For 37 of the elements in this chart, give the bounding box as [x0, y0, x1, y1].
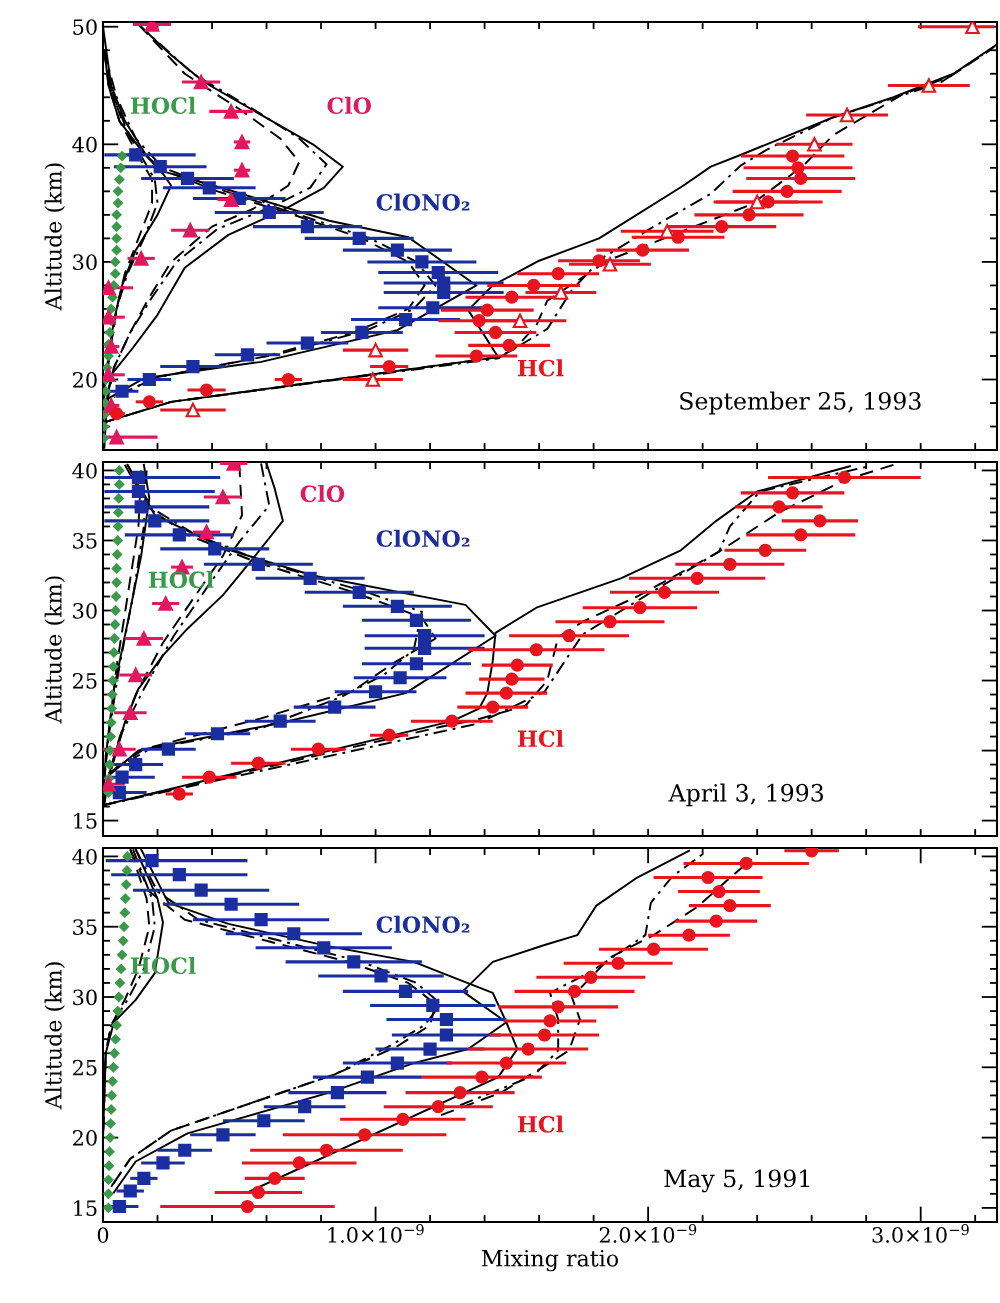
y-tick-label: 20 [73, 1130, 97, 1146]
y-tick-label: 20 [73, 371, 97, 388]
series-label: HCl [517, 359, 564, 377]
x-axis-title: Mixing ratio [481, 1249, 619, 1272]
y-tick-label: 30 [73, 602, 97, 619]
y-axis-title: Altitude (km) [44, 576, 65, 724]
y-axis-title: Altitude (km) [44, 163, 65, 311]
x-tick-label: 2.0×10$^{−9}$ [599, 1224, 697, 1243]
y-tick-label: 15 [74, 813, 97, 829]
y-tick-label: 25 [73, 1059, 97, 1076]
y-tick-label: 35 [73, 919, 97, 935]
y-tick-label: 50 [73, 19, 97, 35]
y-tick-label: 30 [73, 254, 97, 271]
y-tick-label: 35 [73, 532, 97, 549]
x-tick-label: 1.0×10$^{−9}$ [328, 1224, 424, 1243]
text: HCl [517, 1115, 564, 1133]
text: ClO [327, 96, 372, 115]
series-label: HCl [517, 729, 564, 748]
y-tick-label: 40 [72, 848, 97, 865]
annotation: September 25, 1993 [680, 391, 921, 415]
y-tick-label: 30 [73, 989, 97, 1006]
x-tick-label: 0 [97, 1227, 109, 1243]
series-label: ClONO₂ [376, 529, 470, 548]
y-tick-label: 25 [73, 672, 97, 689]
y-tick-label: 20 [73, 743, 97, 759]
text: ClO [300, 484, 345, 503]
x-tick-label: 3.0×10$^{−9}$ [872, 1224, 969, 1243]
series-label: ClONO₂ [376, 193, 470, 211]
series-label: HOCl [148, 570, 214, 589]
series-label: HOCl [130, 96, 196, 115]
series-label: ClONO₂ [376, 915, 470, 933]
annotation: May 5, 1991 [664, 1169, 809, 1193]
y-tick-label: 40 [72, 136, 97, 153]
annotation: April 3, 1993 [668, 783, 824, 807]
y-axis-title: Altitude (km) [44, 962, 65, 1110]
y-tick-label: 40 [72, 462, 97, 479]
y-tick-label: 15 [74, 1200, 97, 1217]
